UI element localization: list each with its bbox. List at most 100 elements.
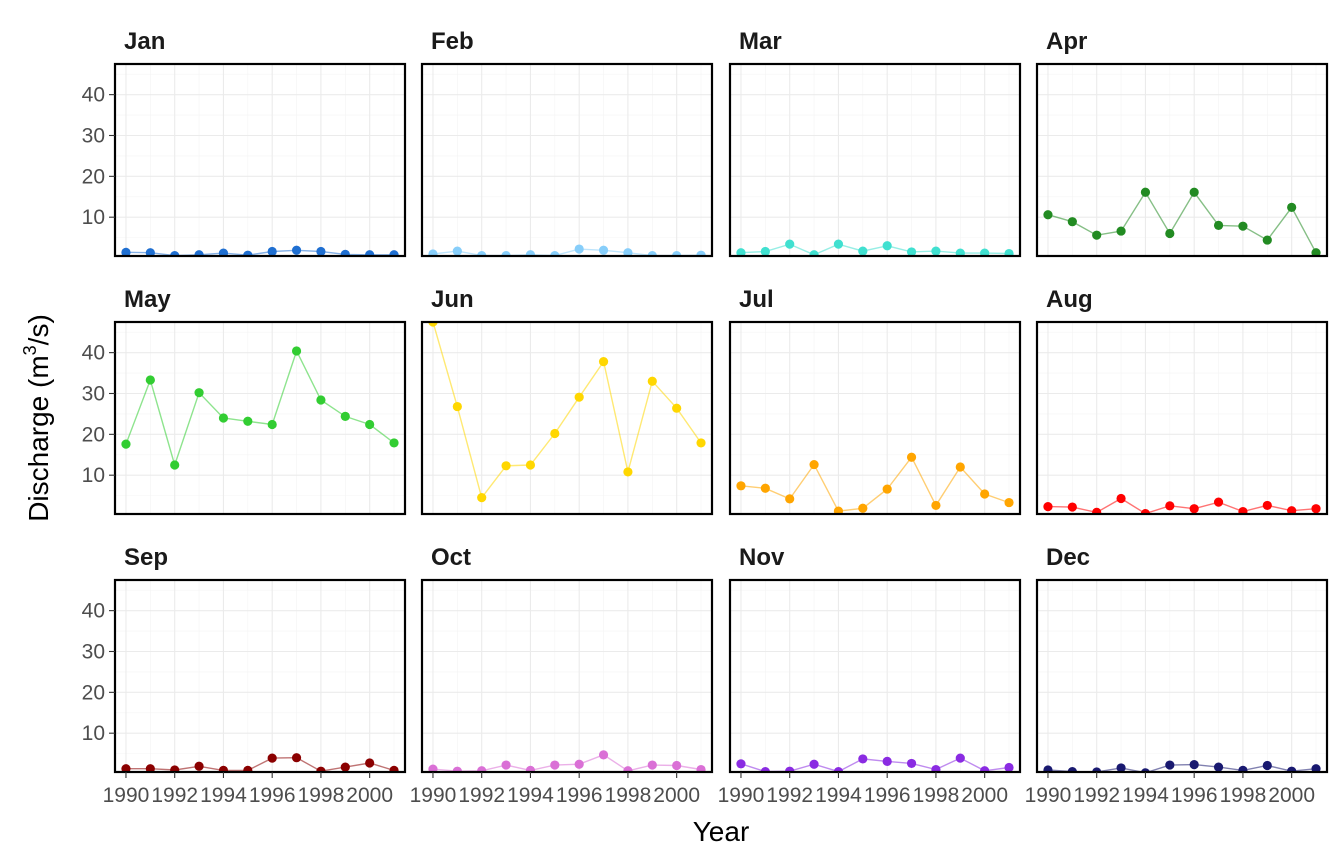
data-point: [121, 247, 131, 256]
data-point: [833, 239, 844, 249]
data-point: [218, 413, 229, 423]
data-point: [121, 439, 131, 449]
panel-border: [1035, 62, 1329, 258]
data-point: [1213, 497, 1224, 507]
data-point: [858, 503, 868, 513]
data-point: [501, 461, 511, 471]
data-point: [785, 766, 795, 772]
series-sep: [121, 753, 399, 772]
data-point: [1165, 501, 1175, 511]
series-line: [432, 248, 702, 256]
panel-border: [420, 62, 714, 258]
data-point: [267, 419, 277, 430]
panel-border: [728, 62, 1022, 258]
x-tick-label: 1998: [913, 784, 960, 807]
data-point: [428, 764, 438, 772]
data-point: [340, 411, 350, 421]
y-tick-label: 20: [82, 165, 105, 188]
data-point: [389, 250, 399, 256]
data-point: [906, 247, 917, 256]
data-point: [1189, 187, 1199, 197]
data-point: [858, 246, 868, 256]
series-jan: [121, 245, 399, 256]
data-point: [1238, 506, 1248, 514]
panel-grid: [730, 580, 1020, 772]
data-point: [525, 460, 536, 470]
data-point: [736, 759, 746, 769]
data-point: [672, 250, 682, 256]
x-tick-label: 1994: [815, 784, 862, 807]
y-tick-label: 10: [82, 722, 105, 745]
series-line: [1047, 497, 1317, 514]
series-line: [740, 455, 1010, 512]
panel-title: Mar: [739, 28, 782, 55]
facet-panel-oct: Oct 1990 1992 1994 1996 1998 2000: [410, 544, 714, 807]
data-point: [428, 249, 438, 256]
data-point: [1004, 248, 1014, 256]
data-point: [672, 403, 682, 413]
data-point: [194, 388, 204, 398]
data-point: [316, 766, 326, 772]
series-line: [125, 249, 394, 256]
data-point: [955, 248, 965, 256]
data-point: [647, 250, 657, 256]
x-tick-label: 2000: [961, 784, 1008, 807]
x-tick-label: 2000: [346, 784, 393, 807]
series-jun: [428, 322, 706, 503]
data-point: [452, 766, 462, 772]
data-point: [316, 395, 326, 405]
data-point: [170, 460, 180, 470]
data-point: [882, 241, 892, 251]
data-point: [267, 753, 277, 763]
x-tick-label: 1998: [605, 784, 652, 807]
data-point: [931, 764, 941, 772]
data-point: [785, 239, 795, 249]
data-point: [672, 760, 682, 771]
x-tick-label: 1992: [1073, 784, 1120, 807]
data-point: [1189, 504, 1199, 514]
panel-grid: [115, 64, 405, 256]
panel-grid: [730, 322, 1020, 514]
data-point: [574, 392, 584, 402]
data-point: [1238, 221, 1248, 231]
panel-grid: [1037, 580, 1327, 772]
data-point: [736, 481, 746, 491]
data-point: [980, 766, 990, 772]
y-tick-label: 20: [82, 681, 105, 704]
data-point: [452, 246, 462, 256]
data-point: [365, 250, 375, 256]
facet-panel-nov: Nov 1990 1992 1994 1996 1998 2000: [718, 544, 1022, 807]
x-tick-label: 1992: [458, 784, 505, 807]
y-axis-title-main: Discharge (m: [23, 355, 54, 521]
series-jul: [736, 452, 1014, 514]
panel-title: Jun: [431, 286, 474, 313]
y-tick-label: 40: [82, 342, 105, 365]
panel-border: [728, 320, 1022, 516]
data-point: [389, 438, 399, 448]
facet-panel-jun: Jun: [420, 286, 714, 516]
data-point: [1067, 766, 1077, 772]
facet-panel-aug: Aug: [1035, 286, 1329, 516]
data-point: [931, 246, 941, 256]
data-point: [1238, 765, 1248, 772]
data-point: [598, 357, 609, 367]
data-point: [1262, 235, 1272, 245]
data-point: [858, 754, 868, 764]
data-point: [1311, 764, 1321, 772]
data-point: [550, 760, 560, 770]
panel-border: [1035, 578, 1329, 774]
data-point: [955, 753, 965, 763]
data-point: [243, 416, 253, 426]
data-point: [760, 483, 770, 493]
data-point: [243, 765, 253, 772]
data-point: [623, 766, 633, 772]
panel-grid: [730, 64, 1020, 256]
series-line: [432, 754, 702, 772]
data-point: [623, 248, 633, 256]
data-point: [760, 246, 770, 256]
panel-grid: [422, 322, 712, 514]
data-point: [1092, 767, 1102, 772]
data-point: [145, 375, 155, 385]
panel-title: Jan: [124, 28, 165, 55]
